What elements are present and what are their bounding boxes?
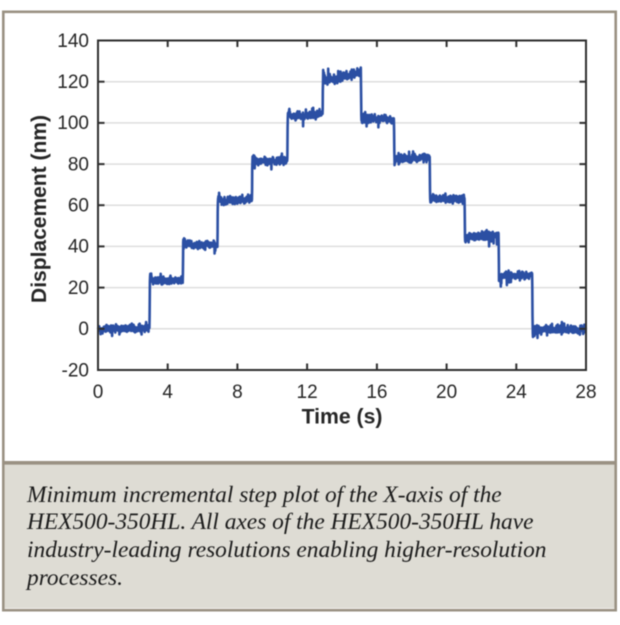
svg-text:60: 60 bbox=[68, 196, 89, 217]
svg-text:40: 40 bbox=[68, 237, 89, 258]
svg-text:Time (s): Time (s) bbox=[302, 406, 383, 429]
svg-text:8: 8 bbox=[232, 382, 243, 403]
svg-text:100: 100 bbox=[57, 113, 89, 134]
svg-text:140: 140 bbox=[57, 31, 89, 52]
svg-text:12: 12 bbox=[297, 382, 318, 403]
svg-text:4: 4 bbox=[162, 382, 173, 403]
svg-text:16: 16 bbox=[366, 382, 387, 403]
svg-text:Displacement (nm): Displacement (nm) bbox=[28, 115, 51, 303]
svg-text:20: 20 bbox=[68, 278, 89, 299]
svg-text:80: 80 bbox=[68, 154, 89, 175]
svg-text:20: 20 bbox=[436, 382, 457, 403]
svg-text:120: 120 bbox=[57, 72, 89, 93]
svg-text:-20: -20 bbox=[62, 360, 89, 381]
svg-text:28: 28 bbox=[575, 382, 596, 403]
svg-text:24: 24 bbox=[506, 382, 528, 403]
svg-text:0: 0 bbox=[78, 319, 89, 340]
svg-text:0: 0 bbox=[93, 382, 104, 403]
